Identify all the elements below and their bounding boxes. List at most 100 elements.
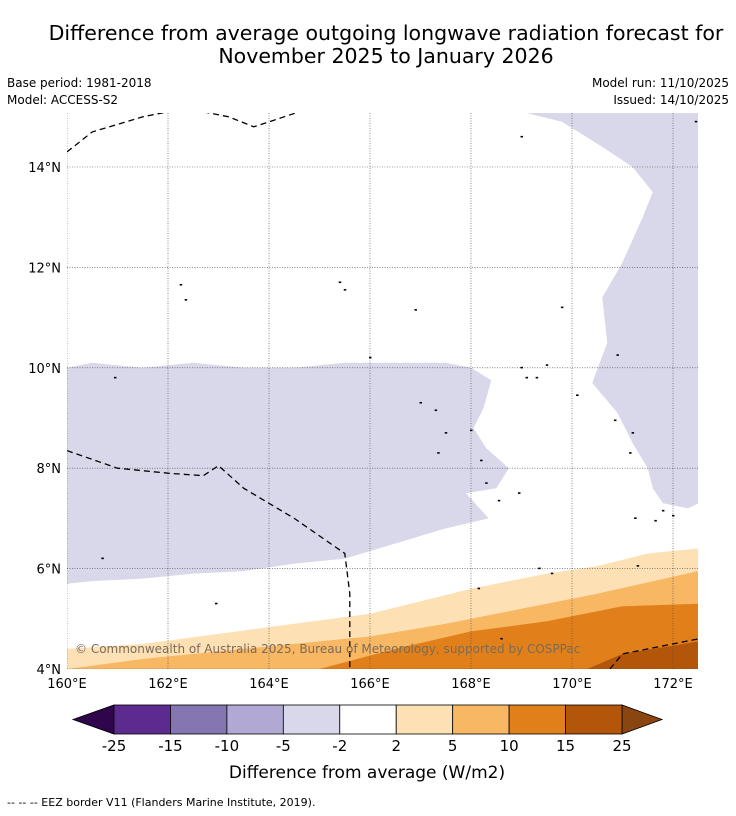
colorbar-tick-label: 25 (612, 737, 631, 755)
colorbar-extend-high (621, 704, 664, 735)
eez-border-line (609, 638, 698, 669)
title-line-2: November 2025 to January 2026 (218, 44, 554, 68)
island (538, 567, 541, 570)
island-coastlines (101, 120, 698, 640)
island (343, 288, 347, 291)
issued-date: Issued: 14/10/2025 (613, 93, 729, 107)
island (634, 517, 637, 519)
island (414, 309, 417, 311)
anomaly-regions (67, 113, 698, 669)
model-run: Model run: 11/10/2025 (591, 76, 729, 90)
island (184, 299, 188, 301)
island (613, 419, 617, 422)
island (520, 135, 523, 138)
base-period: Base period: 1981-2018 (7, 76, 152, 90)
lon-label: 172°E (653, 677, 693, 692)
island (616, 354, 619, 356)
island (497, 499, 501, 502)
meta-right: Model run: 11/10/2025 Issued: 14/10/2025 (592, 75, 729, 109)
lat-label: 14°N (28, 161, 61, 176)
island (500, 637, 503, 640)
island (654, 519, 657, 522)
island (437, 452, 440, 454)
island (419, 401, 422, 404)
title-line-1: Difference from average outgoing longwav… (48, 21, 724, 45)
lon-label: 162°E (148, 677, 188, 692)
island (525, 376, 529, 379)
lat-label: 4°N (37, 663, 62, 678)
island (113, 376, 117, 379)
island (470, 429, 473, 432)
island (550, 572, 554, 575)
island (535, 376, 539, 379)
lon-label: 170°E (552, 677, 592, 692)
gridlines (67, 113, 698, 669)
colorbar-swatch (282, 704, 341, 735)
colorbar-label: Difference from average (W/m2) (229, 763, 505, 783)
island (214, 602, 218, 605)
island (520, 366, 523, 369)
lon-label: 168°E (451, 677, 491, 692)
map-plot-area: © Commonwealth of Australia 2025, Bureau… (67, 113, 698, 669)
lat-label: 12°N (28, 261, 61, 276)
island (694, 120, 698, 123)
colorbar-tick-label: -10 (215, 737, 240, 755)
region-negative-2-to-5-east (526, 113, 698, 509)
meta-left: Base period: 1981-2018 Model: ACCESS-S2 (7, 75, 152, 109)
island (369, 356, 372, 359)
island (576, 394, 579, 397)
lat-label: 6°N (37, 563, 62, 578)
colorbar-swatch (395, 704, 454, 735)
colorbar-swatch (113, 704, 171, 735)
island (338, 281, 342, 284)
colorbar-swatch (170, 704, 228, 735)
colorbar-tick-label: -25 (102, 737, 127, 755)
lon-label: 164°E (249, 677, 289, 692)
eez-border-line (67, 449, 351, 669)
colorbar-tick-label: -2 (332, 737, 347, 755)
eez-border-line (206, 113, 298, 128)
region-positive-15-to-25 (587, 641, 698, 669)
lon-label: 166°E (350, 677, 390, 692)
island (434, 409, 438, 412)
island (629, 452, 632, 454)
colorbar-tick-label: 15 (556, 737, 575, 755)
eez-footnote: -- -- -- EEZ border V11 (Flanders Marine… (7, 796, 316, 809)
island (179, 283, 183, 286)
island (631, 432, 635, 434)
lon-label: 160°E (47, 677, 87, 692)
copyright-notice: © Commonwealth of Australia 2025, Bureau… (75, 642, 580, 656)
colorbar-swatch (565, 704, 623, 735)
island (485, 482, 488, 484)
eez-borders (67, 113, 698, 669)
lat-label: 8°N (37, 462, 62, 477)
island (661, 509, 665, 512)
island (560, 306, 564, 309)
island (477, 587, 481, 590)
lat-label: 10°N (28, 362, 61, 377)
colorbar-swatch (339, 704, 397, 735)
island (636, 565, 640, 567)
colorbar-tick-label: -15 (158, 737, 183, 755)
island (672, 514, 675, 517)
colorbar-swatch (452, 704, 510, 735)
region-negative-2-to-5-west (67, 362, 509, 584)
colorbar-swatch (226, 704, 284, 735)
island (517, 492, 521, 494)
model-name: Model: ACCESS-S2 (7, 93, 119, 107)
colorbar-tick-label: 10 (500, 737, 519, 755)
colorbar: -25 -15 -10 -5 -2 2 5 10 15 25 (71, 704, 664, 755)
island (101, 557, 104, 560)
colorbar-tick-label: 5 (448, 737, 458, 755)
colorbar-tick-label: 2 (391, 737, 401, 755)
island (545, 364, 549, 366)
island (480, 459, 483, 462)
colorbar-extend-low (71, 704, 115, 735)
chart-title: Difference from average outgoing longwav… (20, 22, 736, 68)
colorbar-swatch (508, 704, 566, 735)
region-positive-10-to-15 (319, 603, 698, 669)
colorbar-tick-label: -5 (276, 737, 291, 755)
island (444, 432, 448, 434)
